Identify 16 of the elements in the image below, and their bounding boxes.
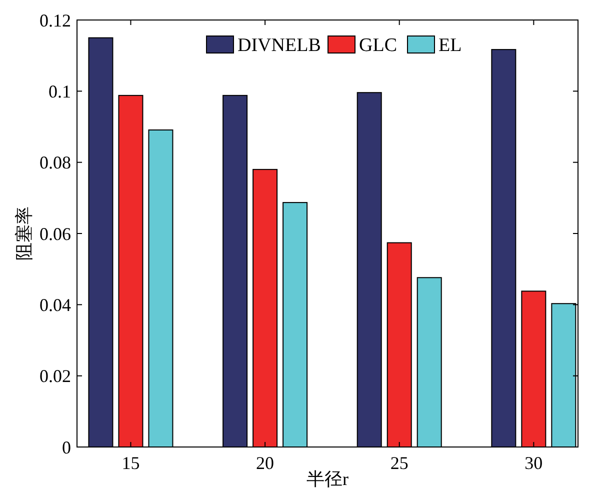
y-tick-label: 0.08 bbox=[40, 152, 71, 173]
y-axis-title: 阻塞率 bbox=[14, 206, 34, 260]
legend-label: GLC bbox=[359, 35, 397, 56]
legend-label: DIVNELB bbox=[238, 35, 321, 56]
y-tick-label: 0.02 bbox=[40, 366, 71, 386]
legend-label: EL bbox=[438, 35, 462, 56]
y-tick-label: 0.12 bbox=[40, 10, 71, 30]
x-tick-label: 30 bbox=[524, 453, 543, 473]
y-tick-label: 0.04 bbox=[40, 294, 71, 315]
x-tick-label: 15 bbox=[122, 453, 140, 473]
x-tick-label: 25 bbox=[390, 453, 408, 473]
x-axis-title: 半径r bbox=[306, 469, 348, 488]
y-tick-label: 0.06 bbox=[40, 224, 71, 244]
y-tick-label: 0.1 bbox=[48, 81, 71, 102]
y-tick-label: 0 bbox=[62, 437, 71, 458]
x-tick-label: 20 bbox=[256, 453, 274, 473]
